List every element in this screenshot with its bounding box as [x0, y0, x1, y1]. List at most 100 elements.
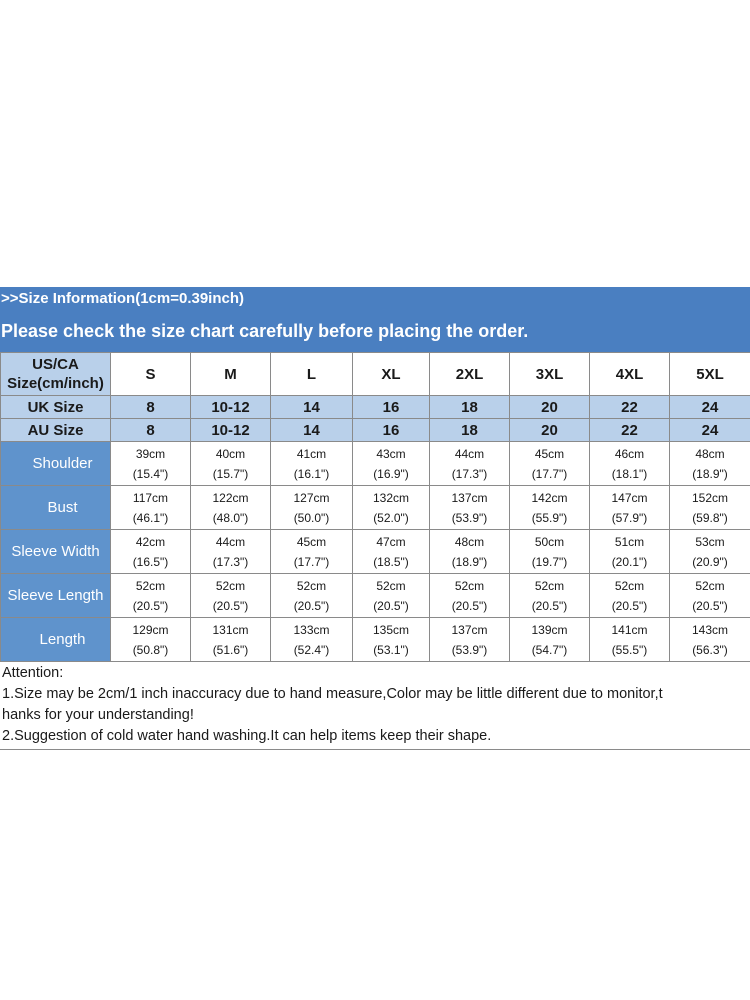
measurement-cm: 141cm [611, 622, 648, 637]
au-size-cell: 20 [509, 418, 590, 442]
measurement-cell: 135cm (53.1") [352, 617, 430, 662]
measurement-cm: 44cm [215, 534, 246, 549]
measurement-cm: 47cm [376, 534, 406, 549]
measurement-cm: 42cm [135, 534, 166, 549]
measurement-inch: (57.9") [611, 510, 648, 525]
measurement-inch: (17.7") [531, 466, 568, 481]
measurement-cm: 52cm [534, 578, 565, 593]
measurement-cm: 132cm [372, 490, 410, 505]
uk-size-cell: 16 [352, 395, 430, 419]
measurement-cm: 43cm [376, 446, 406, 461]
uk-size-cell: 22 [589, 395, 670, 419]
size-chart-table: US/CA Size(cm/inch) S M L XL 2XL 3XL 4XL… [0, 352, 750, 662]
measurement-cell: 52cm (20.5") [509, 573, 590, 618]
measurement-label: Sleeve Width [0, 529, 111, 574]
measurement-inch: (53.9") [451, 510, 488, 525]
size-header-cell: L [270, 352, 353, 396]
measurement-rows: Shoulder 39cm (15.4") 40cm (15.7") 41cm (16.1"… [0, 441, 750, 662]
measurement-cm: 137cm [451, 490, 488, 505]
measurement-cm: 50cm [534, 534, 565, 549]
measurement-inch: (56.3") [692, 642, 728, 657]
measurement-cell: 131cm (51.6") [190, 617, 271, 662]
measurement-cell: 48cm (18.9") [429, 529, 510, 574]
measurement-inch: (54.7") [531, 642, 568, 657]
measurement-inch: (15.7") [212, 466, 249, 481]
size-warning-text: Please check the size chart carefully be… [1, 321, 529, 341]
measurement-label: Sleeve Length [0, 573, 111, 618]
size-info-title: >>Size Information(1cm=0.39inch) [1, 290, 244, 307]
measurement-inch: (20.5") [293, 598, 330, 613]
measurement-cell: 51cm (20.1") [589, 529, 670, 574]
measurement-cell: 52cm (20.5") [352, 573, 430, 618]
measurement-cm: 52cm [695, 578, 725, 593]
measurement-cm: 147cm [611, 490, 648, 505]
measurement-inch: (20.5") [212, 598, 249, 613]
measurement-cm: 137cm [451, 622, 488, 637]
size-header-cell: M [190, 352, 271, 396]
measurement-cm: 135cm [372, 622, 410, 637]
measurement-cell: 52cm (20.5") [190, 573, 271, 618]
measurement-inch: (19.7") [531, 554, 568, 569]
size-header-cell: XL [352, 352, 430, 396]
size-header-cell: 3XL [509, 352, 590, 396]
measurement-cm: 39cm [135, 446, 166, 461]
measurement-inch: (16.1") [293, 466, 330, 481]
us-size-label-line1: US/CA [32, 356, 79, 373]
measurement-cell: 45cm (17.7") [509, 441, 590, 486]
measurement-cell: 44cm (17.3") [190, 529, 271, 574]
us-size-row: US/CA Size(cm/inch) S M L XL 2XL 3XL 4XL… [0, 352, 750, 396]
uk-size-cell: 10-12 [190, 395, 271, 419]
measurement-cell: 137cm (53.9") [429, 617, 510, 662]
au-size-cell: 18 [429, 418, 510, 442]
measurement-inch: (50.8") [132, 642, 169, 657]
us-size-label: US/CA Size(cm/inch) [0, 352, 111, 396]
measurement-cm: 45cm [296, 534, 327, 549]
au-size-row: AU Size 8 10-12 14 16 18 20 22 24 [0, 418, 750, 442]
measurement-inch: (53.9") [451, 642, 488, 657]
measurement-cm: 52cm [135, 578, 166, 593]
measurement-cell: 133cm (52.4") [270, 617, 353, 662]
measurement-cell: 122cm (48.0") [190, 485, 271, 530]
measurement-cell: 41cm (16.1") [270, 441, 353, 486]
uk-size-cell: 18 [429, 395, 510, 419]
measurement-cm: 44cm [454, 446, 485, 461]
size-header-cell: S [110, 352, 191, 396]
attention-title: Attention: [2, 665, 64, 681]
measurement-cm: 142cm [531, 490, 568, 505]
measurement-cm: 40cm [215, 446, 246, 461]
measurement-cell: 42cm (16.5") [110, 529, 191, 574]
au-size-label: AU Size [0, 418, 111, 442]
note-line-1a: 1.Size may be 2cm/1 inch inaccuracy due … [2, 686, 663, 702]
au-size-cell: 8 [110, 418, 191, 442]
uk-size-cell: 8 [110, 395, 191, 419]
measurement-cm: 129cm [132, 622, 169, 637]
measurement-row: Length 129cm (50.8") 131cm (51.6") 133cm (52.4… [0, 617, 750, 662]
measurement-inch: (50.0") [293, 510, 330, 525]
measurement-inch: (46.1") [132, 510, 169, 525]
measurement-inch: (16.9") [373, 466, 409, 481]
measurement-cm: 152cm [691, 490, 729, 505]
measurement-cell: 40cm (15.7") [190, 441, 271, 486]
measurement-inch: (15.4") [132, 466, 169, 481]
uk-size-cell: 24 [669, 395, 750, 419]
measurement-cell: 45cm (17.7") [270, 529, 353, 574]
measurement-cell: 152cm (59.8") [669, 485, 750, 530]
measurement-cm: 41cm [296, 446, 327, 461]
au-size-cell: 10-12 [190, 418, 271, 442]
measurement-inch: (20.5") [451, 598, 488, 613]
measurement-inch: (20.5") [531, 598, 568, 613]
measurement-cell: 147cm (57.9") [589, 485, 670, 530]
measurement-cm: 48cm [454, 534, 485, 549]
measurement-cm: 127cm [293, 490, 330, 505]
measurement-label: Length [0, 617, 111, 662]
measurement-cm: 52cm [454, 578, 485, 593]
measurement-cell: 46cm (18.1") [589, 441, 670, 486]
measurement-inch: (52.0") [373, 510, 409, 525]
measurement-inch: (20.5") [611, 598, 648, 613]
measurement-cell: 52cm (20.5") [429, 573, 510, 618]
measurement-cell: 52cm (20.5") [270, 573, 353, 618]
uk-size-cell: 20 [509, 395, 590, 419]
measurement-cell: 48cm (18.9") [669, 441, 750, 486]
uk-size-cell: 14 [270, 395, 353, 419]
note-line-2: 2.Suggestion of cold water hand washing.… [2, 728, 492, 744]
